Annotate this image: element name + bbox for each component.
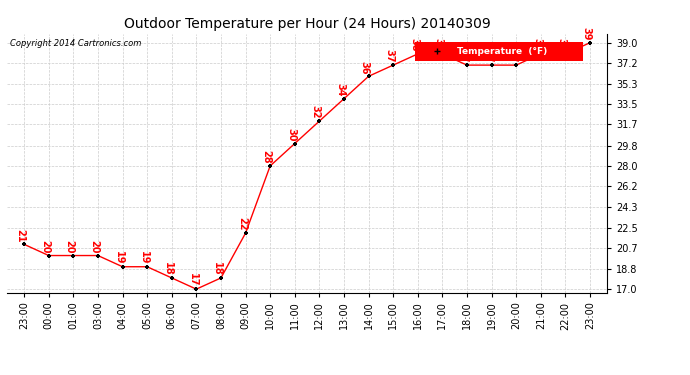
Title: Outdoor Temperature per Hour (24 Hours) 20140309: Outdoor Temperature per Hour (24 Hours) …	[124, 17, 491, 31]
Point	[412, 51, 423, 57]
Point	[68, 252, 79, 258]
Point	[92, 252, 104, 258]
Text: 21: 21	[15, 229, 26, 242]
Text: 37: 37	[507, 50, 518, 63]
Text: 17: 17	[188, 273, 197, 287]
Point	[166, 275, 177, 281]
Text: 19: 19	[139, 251, 148, 264]
Point	[240, 230, 251, 236]
Point	[486, 62, 497, 68]
Point	[338, 96, 349, 102]
Text: 20: 20	[89, 240, 99, 253]
Point	[19, 242, 30, 248]
Point	[388, 62, 399, 68]
Text: 32: 32	[310, 105, 321, 119]
Point	[560, 51, 571, 57]
Point	[437, 51, 448, 57]
Point	[265, 163, 276, 169]
Point	[117, 264, 128, 270]
Text: 34: 34	[335, 83, 345, 96]
Point	[215, 275, 226, 281]
Text: 37: 37	[483, 50, 493, 63]
Text: 20: 20	[65, 240, 75, 253]
Text: 38: 38	[557, 38, 566, 52]
Text: 39: 39	[581, 27, 591, 40]
Text: 37: 37	[458, 50, 469, 63]
Point	[584, 40, 595, 46]
Text: 28: 28	[262, 150, 271, 164]
Text: 30: 30	[286, 128, 296, 141]
Point	[314, 118, 325, 124]
Text: 38: 38	[434, 38, 444, 52]
Text: 38: 38	[409, 38, 419, 52]
Text: 20: 20	[40, 240, 50, 253]
Text: Copyright 2014 Cartronics.com: Copyright 2014 Cartronics.com	[10, 39, 141, 48]
Text: 19: 19	[114, 251, 124, 264]
Point	[191, 286, 202, 292]
Text: 18: 18	[163, 262, 173, 276]
Text: 38: 38	[532, 38, 542, 52]
Point	[535, 51, 546, 57]
Point	[511, 62, 522, 68]
Text: 37: 37	[384, 50, 395, 63]
Text: 18: 18	[213, 262, 222, 276]
Point	[141, 264, 152, 270]
Point	[43, 252, 55, 258]
Point	[462, 62, 473, 68]
Text: 22: 22	[237, 217, 247, 231]
Point	[363, 74, 374, 80]
Point	[289, 141, 300, 147]
Text: 36: 36	[360, 61, 370, 74]
